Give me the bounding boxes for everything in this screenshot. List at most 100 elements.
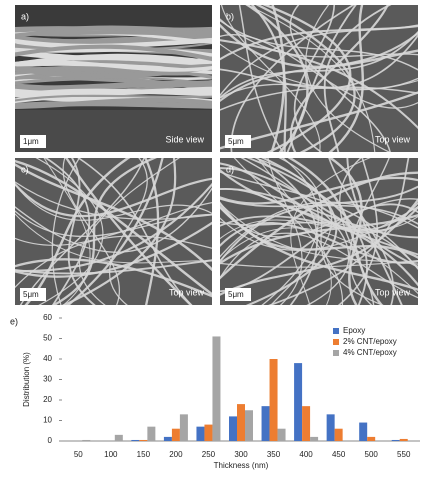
fiber bbox=[220, 162, 418, 234]
fiber bbox=[15, 258, 212, 298]
sem-image: a) 1μm Side view bbox=[15, 5, 212, 152]
substrate bbox=[15, 110, 212, 152]
bar bbox=[179, 414, 188, 441]
fiber bbox=[15, 80, 212, 92]
sem-image: b) 5μm Top view bbox=[220, 5, 418, 152]
y-tick-label: 40 bbox=[43, 354, 52, 363]
fiber bbox=[79, 158, 180, 305]
fiber bbox=[144, 158, 160, 305]
panel-label: b) bbox=[226, 11, 234, 21]
bar bbox=[204, 424, 213, 441]
bar bbox=[147, 426, 156, 441]
fibers bbox=[220, 158, 418, 305]
fiber bbox=[268, 158, 410, 305]
y-tick-label: 10 bbox=[43, 416, 52, 425]
fiber bbox=[15, 209, 212, 238]
fiber bbox=[220, 188, 418, 239]
panel-label: a) bbox=[21, 11, 29, 21]
fiber bbox=[220, 33, 418, 109]
legend-swatch bbox=[333, 350, 339, 356]
bar bbox=[82, 439, 91, 441]
fibers bbox=[15, 158, 212, 305]
fiber bbox=[62, 158, 120, 305]
fiber bbox=[64, 158, 193, 305]
fiber bbox=[220, 203, 418, 293]
x-tick-label: 350 bbox=[267, 450, 281, 459]
bar bbox=[294, 363, 303, 441]
fiber bbox=[51, 158, 158, 305]
bar bbox=[237, 404, 245, 441]
bar bbox=[163, 436, 172, 441]
bar bbox=[229, 416, 237, 441]
bar bbox=[139, 439, 148, 441]
bar bbox=[269, 359, 278, 441]
legend-swatch bbox=[333, 339, 339, 345]
fiber bbox=[240, 158, 350, 305]
y-tick-label: 60 bbox=[43, 313, 52, 322]
legend-swatch bbox=[333, 328, 339, 334]
fiber bbox=[267, 158, 303, 305]
fiber bbox=[15, 182, 212, 273]
fiber bbox=[220, 213, 418, 265]
x-tick-label: 150 bbox=[137, 450, 151, 459]
fiber bbox=[15, 213, 212, 264]
fiber bbox=[15, 221, 212, 278]
bar bbox=[114, 434, 123, 441]
fiber bbox=[220, 171, 418, 271]
scale-label: 5μm bbox=[228, 137, 244, 146]
fiber bbox=[246, 158, 368, 305]
fiber bbox=[15, 163, 212, 272]
x-tick-label: 500 bbox=[365, 450, 379, 459]
legend-label: 2% CNT/epoxy bbox=[343, 337, 397, 346]
x-tick-label: 400 bbox=[299, 450, 313, 459]
fiber bbox=[43, 158, 91, 305]
fiber bbox=[220, 215, 418, 256]
fiber bbox=[15, 70, 212, 81]
y-axis-label: Distribution (%) bbox=[22, 352, 31, 407]
fiber bbox=[220, 77, 418, 99]
fiber bbox=[220, 168, 418, 287]
bar bbox=[326, 414, 335, 441]
x-tick-label: 250 bbox=[202, 450, 216, 459]
x-tick-label: 550 bbox=[397, 450, 411, 459]
fiber bbox=[77, 158, 193, 305]
x-tick-label: 200 bbox=[169, 450, 183, 459]
bar bbox=[391, 439, 400, 441]
fiber bbox=[15, 94, 212, 102]
fiber bbox=[15, 49, 212, 65]
x-axis-label: Thickness (nm) bbox=[214, 461, 269, 470]
bar bbox=[261, 406, 270, 441]
fiber bbox=[44, 158, 90, 305]
fiber bbox=[220, 215, 418, 240]
view-label: Top view bbox=[375, 134, 411, 144]
fiber bbox=[220, 24, 418, 97]
fiber bbox=[287, 158, 384, 305]
fiber bbox=[220, 33, 418, 89]
view-label: Side view bbox=[165, 134, 204, 144]
x-tick-label: 300 bbox=[234, 450, 248, 459]
bar bbox=[334, 428, 343, 441]
bar bbox=[359, 422, 368, 441]
fiber bbox=[245, 5, 376, 152]
scale-box bbox=[20, 135, 46, 148]
view-label: Top view bbox=[375, 287, 411, 297]
fiber bbox=[220, 176, 418, 205]
bar bbox=[310, 436, 319, 441]
bar bbox=[131, 439, 140, 441]
sem-image: d) 5μm Top view bbox=[220, 158, 418, 305]
legend-label: 4% CNT/epoxy bbox=[343, 348, 397, 357]
scale-box bbox=[225, 288, 251, 301]
fibers bbox=[15, 25, 212, 152]
view-label: Top view bbox=[169, 287, 205, 297]
bar bbox=[399, 438, 408, 441]
y-tick-label: 0 bbox=[48, 436, 53, 445]
bar bbox=[367, 436, 376, 441]
y-tick-label: 20 bbox=[43, 395, 52, 404]
fiber bbox=[15, 97, 212, 110]
bar bbox=[277, 428, 286, 441]
y-tick-label: 50 bbox=[43, 334, 52, 343]
fiber bbox=[293, 5, 336, 152]
fiber bbox=[15, 44, 212, 62]
fiber bbox=[245, 158, 338, 305]
